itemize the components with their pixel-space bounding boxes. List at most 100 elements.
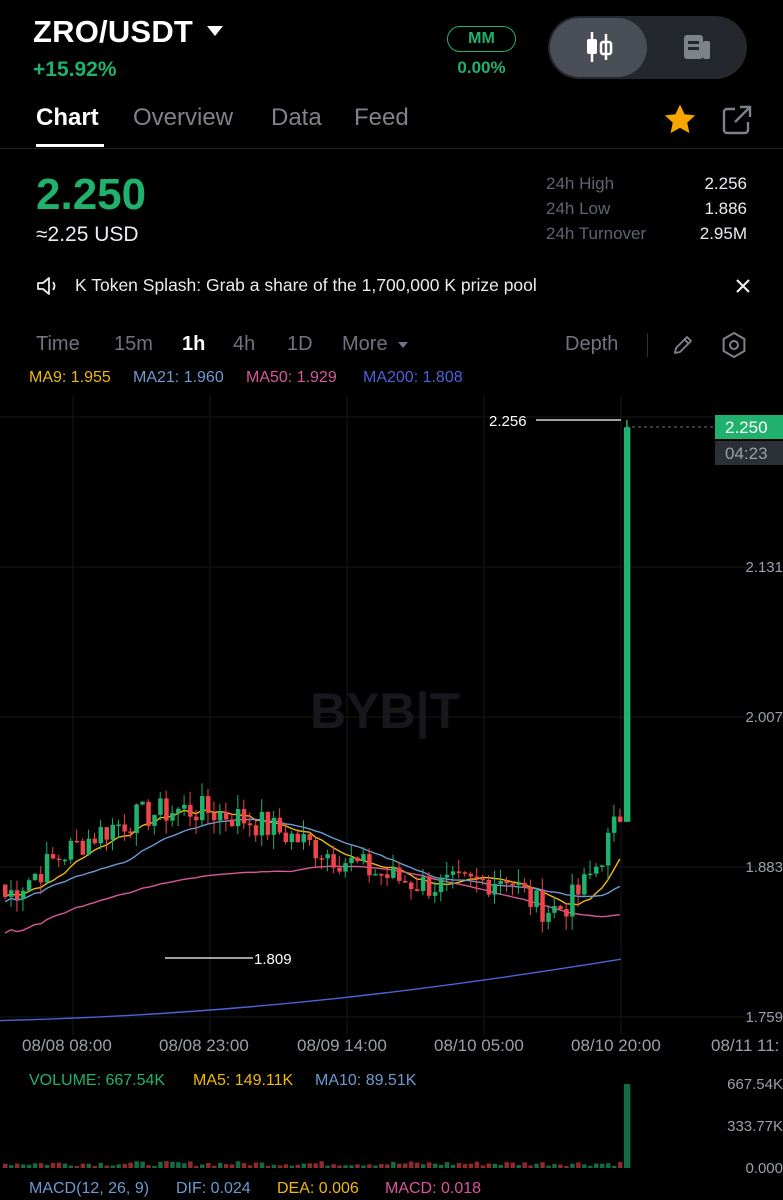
candle-body: [402, 880, 408, 883]
share-icon[interactable]: [721, 104, 753, 136]
announcement-text[interactable]: K Token Splash: Grab a share of the 1,70…: [75, 275, 537, 295]
volume-bar: [504, 1162, 509, 1168]
tab-overview[interactable]: Overview: [133, 104, 234, 131]
settings-hexagon-icon[interactable]: [720, 331, 748, 359]
candle-body: [456, 871, 462, 873]
candle-body: [152, 814, 157, 826]
candle-body: [468, 873, 474, 877]
volume-bar: [486, 1163, 492, 1168]
volume-bar: [432, 1163, 438, 1168]
volume-bar: [355, 1164, 360, 1168]
pair-title[interactable]: ZRO/USDT: [33, 14, 194, 49]
volume-bar: [229, 1164, 235, 1168]
tab-chart[interactable]: Chart: [36, 104, 99, 131]
volume-bar: [3, 1163, 8, 1168]
volume-bar: [540, 1162, 545, 1168]
mm-badge[interactable]: MM: [447, 26, 516, 52]
volume-bar: [86, 1163, 92, 1168]
candle-body: [8, 890, 14, 897]
volume-bar: [349, 1165, 354, 1168]
volume-bar: [104, 1165, 109, 1168]
volume-bar: [379, 1163, 384, 1168]
volume-bar: [32, 1163, 38, 1168]
candle-body: [211, 812, 217, 821]
candle-body: [432, 892, 438, 896]
timeframe-1d[interactable]: 1D: [287, 333, 313, 355]
volume-bar: [271, 1164, 277, 1168]
candle-body: [146, 801, 151, 826]
volume-bar: [217, 1162, 223, 1168]
candle-body: [68, 840, 74, 860]
candle-body: [205, 796, 211, 813]
candle-body: [134, 804, 139, 834]
volume-bar: [92, 1165, 98, 1168]
volume-bar: [462, 1163, 468, 1168]
pair-dropdown-icon[interactable]: [207, 26, 223, 36]
candlestick-chart[interactable]: BYB|T 2.131 2.007 1.883 1.759 2.256 1.80…: [0, 395, 783, 1195]
candle-body: [158, 798, 163, 815]
ma-line: [4, 818, 621, 903]
candle-body: [229, 819, 235, 827]
volume-bar: [20, 1164, 26, 1168]
speaker-icon: [37, 277, 56, 295]
pencil-draw-icon[interactable]: [671, 333, 695, 357]
volume-bar: [361, 1165, 366, 1168]
candle-body: [3, 884, 8, 897]
candle-body: [462, 872, 468, 874]
candle-body: [182, 804, 187, 809]
legend-macd-value: MACD: 0.018: [385, 1180, 482, 1197]
candle-body: [546, 912, 551, 922]
candle-body: [194, 816, 199, 821]
favorite-star-icon[interactable]: [662, 103, 698, 137]
candle-body: [289, 833, 295, 843]
timeframe-4h[interactable]: 4h: [233, 333, 256, 355]
candles: [3, 420, 631, 933]
ma200-line: [0, 958, 622, 1022]
timeframe-1h[interactable]: 1h: [182, 333, 206, 355]
tab-data[interactable]: Data: [271, 104, 322, 131]
ma-line: [4, 809, 621, 906]
tab-feed[interactable]: Feed: [354, 104, 409, 131]
timeframe-15m[interactable]: 15m: [114, 333, 153, 355]
legend-ma21: MA21: 1.960: [133, 369, 224, 386]
depth-button[interactable]: Depth: [565, 333, 619, 355]
info-sheet-icon[interactable]: [682, 32, 712, 62]
volume-axis-tick: 667.54K: [727, 1076, 783, 1093]
timeframe-time[interactable]: Time: [36, 333, 80, 355]
time-axis-label: 08/11 11:: [711, 1036, 780, 1055]
candle-body: [450, 871, 456, 875]
candle-body: [38, 873, 44, 883]
chart-watermark: BYB|T: [310, 683, 460, 740]
chart-mode-active[interactable]: [550, 18, 647, 77]
candle-body: [420, 876, 426, 892]
volume-bar: [26, 1164, 32, 1168]
mm-value: 0.00%: [457, 58, 506, 77]
volume-bar: [247, 1165, 253, 1168]
volume-bar: [253, 1162, 259, 1168]
countdown-text: 04:23: [725, 444, 768, 463]
candle-body: [176, 808, 181, 814]
low-marker-label: 1.809: [254, 951, 292, 968]
candle-body: [313, 840, 318, 859]
volume-bar: [564, 1165, 569, 1168]
candle-body: [385, 874, 390, 878]
legend-macd: MACD(12, 26, 9): [29, 1180, 150, 1197]
candle-body: [277, 817, 283, 833]
candlestick-icon[interactable]: [584, 30, 614, 64]
volume-bar: [438, 1164, 444, 1168]
price-tick: 1.883: [745, 859, 783, 876]
volume-bar: [146, 1165, 151, 1168]
candle-body: [80, 840, 86, 855]
volume-bar: [164, 1161, 169, 1168]
volume-bar: [534, 1163, 539, 1168]
candle-body: [588, 873, 593, 876]
legend-macd-dea: DEA: 0.006: [277, 1180, 359, 1197]
active-tab-indicator: [36, 144, 104, 147]
more-chevron-down-icon[interactable]: [398, 342, 408, 348]
volume-bar: [456, 1162, 462, 1168]
volume-axis-tick: 333.77K: [727, 1118, 783, 1135]
candle-body: [140, 801, 145, 805]
close-icon[interactable]: [735, 278, 751, 294]
timeframe-more[interactable]: More: [342, 333, 388, 355]
volume-bars: [3, 1084, 631, 1168]
